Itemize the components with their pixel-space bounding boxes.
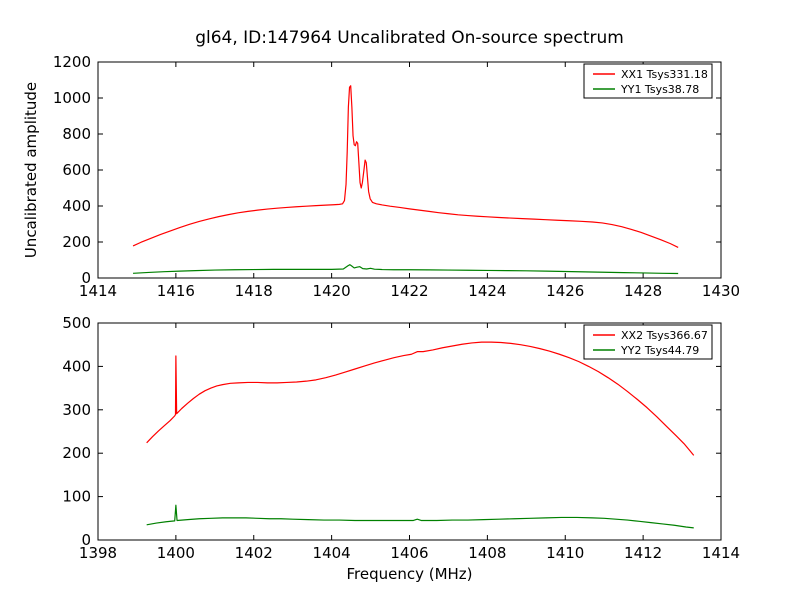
x-tick-label: 1408 bbox=[468, 544, 506, 562]
legend-box bbox=[583, 63, 713, 99]
y-tick-label: 500 bbox=[62, 314, 91, 332]
x-tick-label: 1398 bbox=[79, 544, 117, 562]
series-line-yy2 bbox=[146, 504, 694, 529]
x-tick-label: 1416 bbox=[157, 282, 195, 300]
y-tick-label: 0 bbox=[81, 531, 91, 549]
y-tick-label: 200 bbox=[62, 444, 91, 462]
series-line-xx2 bbox=[146, 341, 695, 456]
x-axis-label: Frequency (MHz) bbox=[346, 565, 473, 583]
x-tick-label: 1402 bbox=[235, 544, 273, 562]
y-tick-label: 400 bbox=[62, 357, 91, 375]
x-tick-label: 1406 bbox=[390, 544, 428, 562]
x-tick-label: 1410 bbox=[546, 544, 584, 562]
legend-label: XX2 Tsys366.67 bbox=[621, 329, 708, 342]
x-tick-label: 1414 bbox=[79, 282, 117, 300]
y-tick-label: 300 bbox=[62, 401, 91, 419]
x-tick-label: 1400 bbox=[157, 544, 195, 562]
x-tick-label: 1428 bbox=[624, 282, 662, 300]
x-tick-label: 1418 bbox=[235, 282, 273, 300]
legend-label: YY1 Tsys38.78 bbox=[620, 83, 699, 96]
legend-box bbox=[583, 324, 713, 360]
legend-label: YY2 Tsys44.79 bbox=[620, 344, 699, 357]
legend-label: XX1 Tsys331.18 bbox=[621, 68, 708, 81]
series-line-xx1 bbox=[132, 85, 679, 248]
x-tick-label: 1426 bbox=[546, 282, 584, 300]
y-tick-label: 0 bbox=[81, 269, 91, 287]
figure-title: gl64, ID:147964 Uncalibrated On-source s… bbox=[195, 28, 624, 48]
x-tick-label: 1422 bbox=[390, 282, 428, 300]
x-tick-label: 1404 bbox=[313, 544, 351, 562]
y-tick-label: 1200 bbox=[53, 53, 91, 71]
y-tick-label: 1000 bbox=[53, 89, 91, 107]
y-tick-label: 100 bbox=[62, 488, 91, 506]
y-tick-label: 600 bbox=[62, 161, 91, 179]
series-line-yy1 bbox=[133, 264, 679, 275]
x-tick-label: 1424 bbox=[468, 282, 506, 300]
y-tick-label: 800 bbox=[62, 125, 91, 143]
y-tick-label: 200 bbox=[62, 233, 91, 251]
x-tick-label: 1414 bbox=[702, 544, 740, 562]
y-tick-label: 400 bbox=[62, 197, 91, 215]
x-tick-label: 1420 bbox=[313, 282, 351, 300]
x-tick-label: 1430 bbox=[702, 282, 740, 300]
x-tick-label: 1412 bbox=[624, 544, 662, 562]
